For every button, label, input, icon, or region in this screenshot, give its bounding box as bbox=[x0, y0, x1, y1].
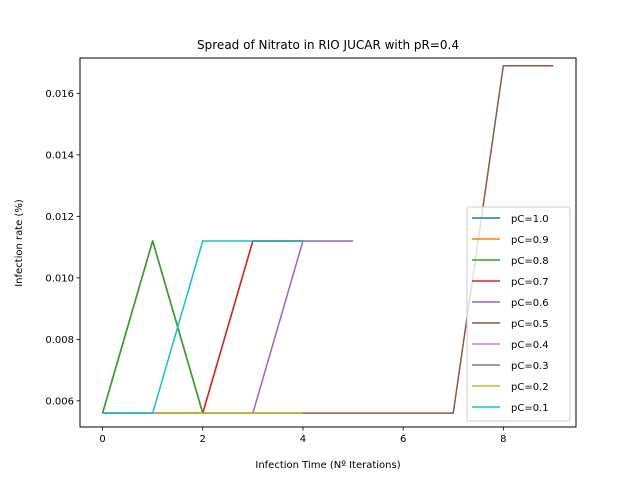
legend-label: pC=0.7 bbox=[511, 277, 549, 288]
legend-label: pC=0.5 bbox=[511, 319, 549, 330]
x-tick-label: 8 bbox=[500, 434, 506, 445]
y-tick-label: 0.010 bbox=[45, 273, 74, 284]
y-tick-label: 0.012 bbox=[45, 212, 74, 223]
legend-label: pC=0.2 bbox=[511, 382, 549, 393]
series-line bbox=[102, 240, 303, 414]
y-tick-label: 0.006 bbox=[45, 396, 74, 407]
legend-label: pC=0.1 bbox=[511, 403, 549, 414]
axis-ticks: 0 2 4 6 8 0.006 0.008 0.010 0.012 0.014 0.016 bbox=[45, 89, 506, 445]
legend-label: pC=0.4 bbox=[511, 340, 549, 351]
y-tick-label: 0.014 bbox=[45, 150, 74, 161]
x-tick-label: 2 bbox=[200, 434, 206, 445]
chart-title: Spread of Nitrato in RIO JUCAR with pR=0… bbox=[197, 38, 459, 52]
legend-label: pC=0.3 bbox=[511, 361, 549, 372]
x-axis-label: Infection Time (Nº Iterations) bbox=[255, 460, 400, 471]
y-tick-label: 0.008 bbox=[45, 335, 74, 346]
axes-frame bbox=[79, 57, 577, 428]
legend-label: pC=1.0 bbox=[511, 214, 549, 225]
legend: pC=1.0 pC=0.9 pC=0.8 pC=0.7 pC=0.6 pC=0.5 pC=0… bbox=[466, 206, 571, 422]
x-tick-label: 0 bbox=[99, 434, 105, 445]
legend-label: pC=0.6 bbox=[511, 298, 549, 309]
x-tick-label: 6 bbox=[400, 434, 406, 445]
y-axis-label: Infection rate (%) bbox=[14, 199, 25, 287]
legend-label: pC=0.9 bbox=[511, 235, 549, 246]
y-tick-label: 0.016 bbox=[45, 89, 74, 100]
legend-label: pC=0.8 bbox=[511, 256, 549, 267]
series-line bbox=[101, 240, 204, 414]
x-tick-label: 4 bbox=[300, 434, 306, 445]
